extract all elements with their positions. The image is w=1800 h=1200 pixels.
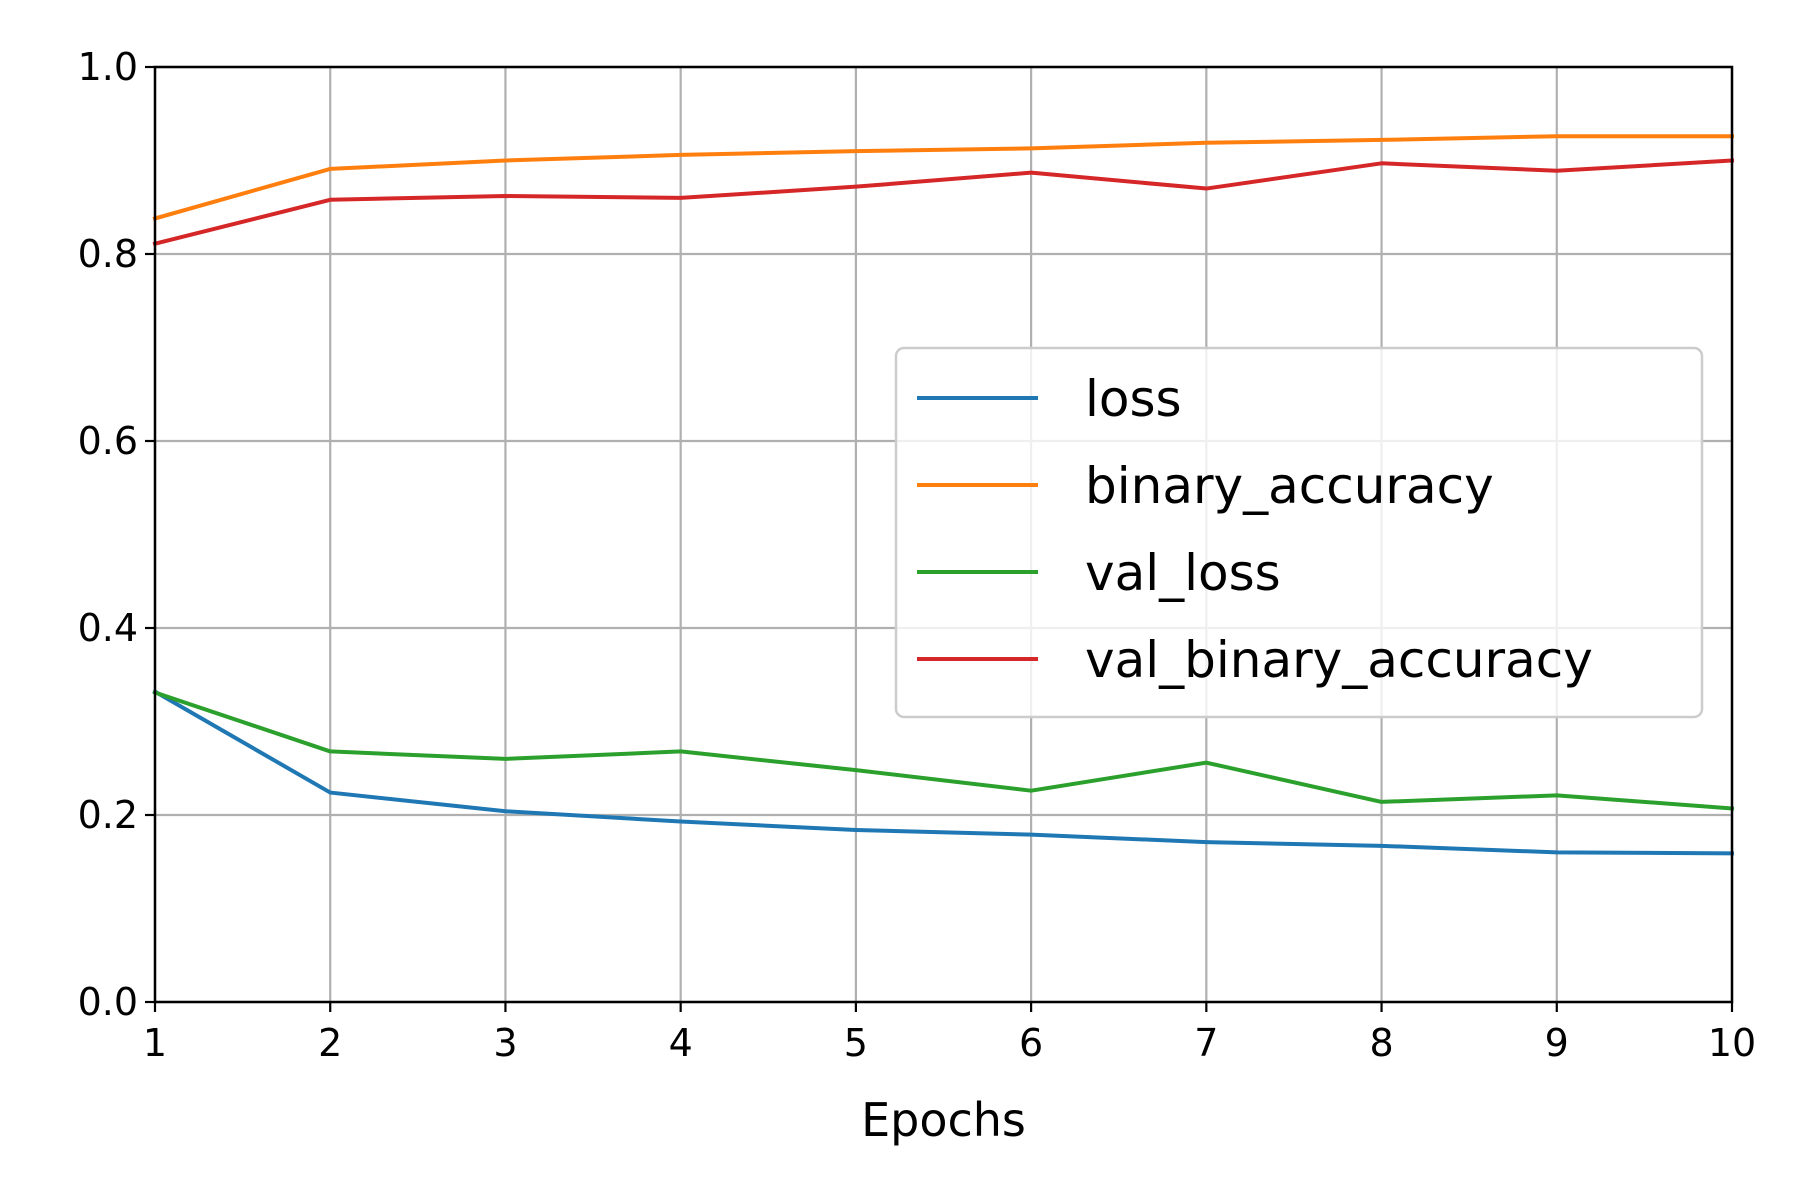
legend-label-val_loss: val_loss — [1085, 544, 1281, 602]
x-tick-label: 1 — [143, 1021, 167, 1065]
legend-label-loss: loss — [1085, 370, 1182, 428]
axis-ticks: 1 2 3 4 5 6 7 8 9 10 0.0 0.2 0.4 0.6 0.8 1.0 — [78, 45, 1757, 1065]
legend-label-val_binary_accuracy: val_binary_accuracy — [1085, 631, 1593, 689]
y-tick-label: 0.8 — [78, 232, 138, 276]
x-axis-title: Epochs — [861, 1093, 1026, 1147]
x-tick-label: 7 — [1194, 1021, 1218, 1065]
val_loss-line — [152, 689, 1735, 811]
legend: loss binary_accuracy val_loss val_binary_ac… — [894, 346, 1704, 719]
y-tick-label: 0.6 — [78, 419, 138, 463]
loss-line — [152, 688, 1735, 856]
y-tick-label: 0.0 — [78, 980, 138, 1024]
plot-frame — [153, 65, 1734, 1004]
legend-box — [894, 346, 1704, 719]
x-tick-label: 6 — [1019, 1021, 1043, 1065]
x-tick-label: 10 — [1708, 1021, 1756, 1065]
y-tick-label: 0.4 — [78, 606, 138, 650]
binary_accuracy-line — [152, 134, 1734, 221]
x-tick-label: 8 — [1369, 1021, 1393, 1065]
series-lines — [152, 134, 1735, 856]
x-tick-label: 9 — [1545, 1021, 1569, 1065]
y-tick-label: 0.2 — [78, 793, 138, 837]
x-tick-label: 4 — [669, 1021, 693, 1065]
x-tick-label: 2 — [318, 1021, 342, 1065]
x-tick-label: 3 — [493, 1021, 517, 1065]
val_binary_accuracy-line — [152, 158, 1735, 247]
x-tick-label: 5 — [844, 1021, 868, 1065]
y-tick-label: 1.0 — [78, 45, 138, 89]
legend-label-binary_accuracy: binary_accuracy — [1085, 457, 1494, 515]
